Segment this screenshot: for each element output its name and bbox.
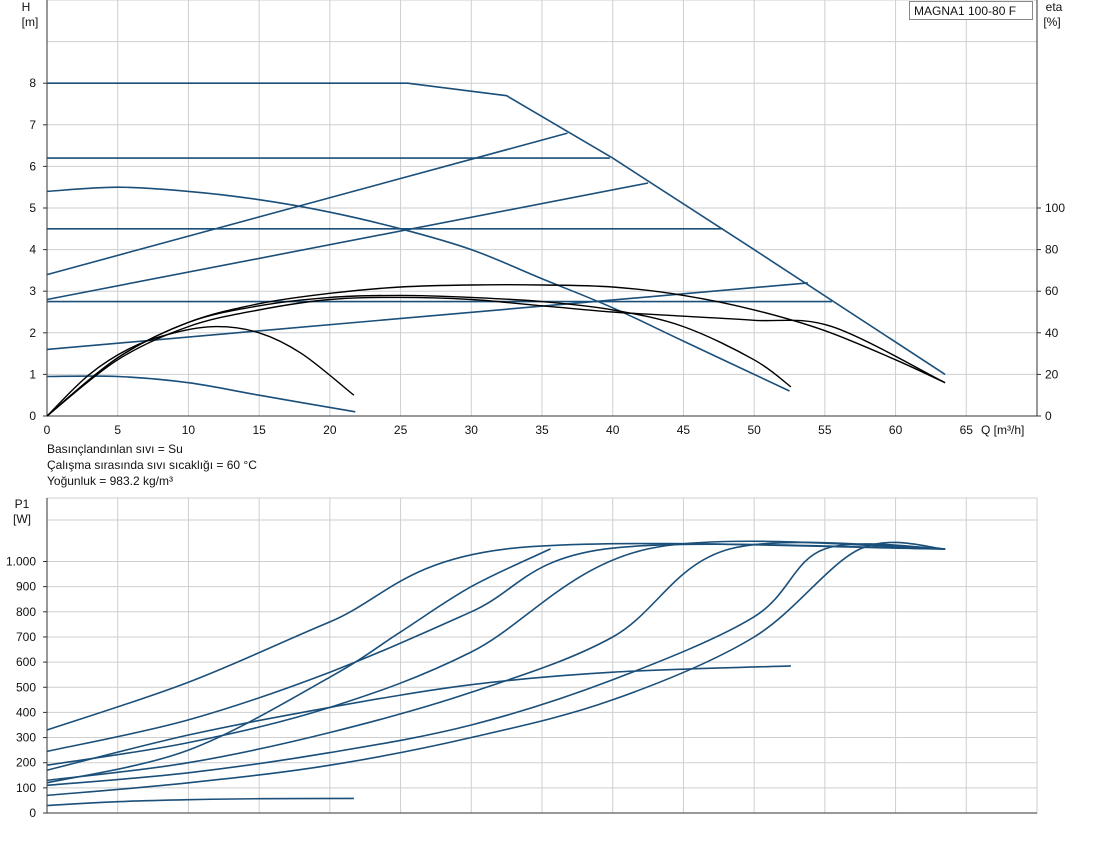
head-curve <box>47 82 946 376</box>
power-tick-label: 500 <box>16 680 36 694</box>
head-tick-label: 5 <box>29 201 36 215</box>
fluid-density-line: Yoğunluk = 983.2 kg/m³ <box>47 474 173 488</box>
power-tick-label: 0 <box>29 806 36 820</box>
eta-tick-label: 100 <box>1045 201 1065 215</box>
head-tick-label: 1 <box>29 367 36 381</box>
power-tick-label: 1.000 <box>6 555 36 569</box>
eta-tick-label: 20 <box>1045 367 1059 381</box>
model-name-label: MAGNA1 100-80 F <box>909 1 1033 20</box>
power-chart-ticks: 0 100 200 300 400 500 600 700 800 900 1.000 <box>6 555 47 820</box>
head-tick-label: 0 <box>29 409 36 423</box>
head-curve <box>46 282 808 351</box>
head-curve <box>46 182 649 301</box>
head-chart-series <box>46 82 946 417</box>
head-axis-label-unit: [m] <box>22 15 39 29</box>
power-tick-label: 700 <box>16 630 36 644</box>
flow-tick-label: 65 <box>960 423 974 437</box>
fluid-temperature-line: Çalışma sırasında sıvı sıcaklığı = 60 °C <box>47 458 257 472</box>
power-axis-label: P1 <box>15 497 30 511</box>
power-curve <box>46 548 551 784</box>
power-chart-grid <box>46 497 1038 814</box>
power-curve <box>46 543 946 753</box>
power-tick-label: 300 <box>16 731 36 745</box>
power-curve <box>46 797 354 807</box>
flow-tick-label: 20 <box>323 423 337 437</box>
power-chart-series <box>46 540 946 807</box>
flow-tick-label: 25 <box>394 423 408 437</box>
power-tick-label: 200 <box>16 756 36 770</box>
flow-tick-label: 35 <box>535 423 549 437</box>
flow-tick-label: 40 <box>606 423 620 437</box>
power-curve <box>46 541 946 797</box>
fluid-info-line: Basınçlandınlan sıvı = Su <box>47 442 183 456</box>
flow-axis-label: Q [m³/h] <box>981 423 1024 437</box>
eta-tick-label: 0 <box>1045 409 1052 423</box>
flow-tick-label: 5 <box>114 423 121 437</box>
head-tick-label: 4 <box>29 243 36 257</box>
head-tick-label: 7 <box>29 118 36 132</box>
head-axis-label-h: H <box>22 0 31 14</box>
flow-tick-label: 10 <box>182 423 196 437</box>
flow-tick-label: 0 <box>44 423 51 437</box>
power-tick-label: 900 <box>16 580 36 594</box>
head-tick-label: 8 <box>29 76 36 90</box>
eta-axis-label: eta <box>1046 0 1063 14</box>
power-tick-label: 800 <box>16 605 36 619</box>
power-tick-label: 100 <box>16 781 36 795</box>
power-tick-label: 400 <box>16 705 36 719</box>
power-tick-label: 600 <box>16 655 36 669</box>
eta-axis-label-unit: [%] <box>1043 15 1060 29</box>
head-tick-label: 2 <box>29 326 36 340</box>
power-axis-label-unit: [W] <box>13 512 31 526</box>
head-curve <box>46 186 790 392</box>
head-curve <box>46 375 356 413</box>
efficiency-curve <box>46 296 946 417</box>
power-curve <box>46 541 946 782</box>
flow-tick-label: 60 <box>889 423 903 437</box>
flow-tick-label: 45 <box>677 423 691 437</box>
flow-tick-label: 30 <box>465 423 479 437</box>
eta-tick-label: 40 <box>1045 326 1059 340</box>
head-curve <box>46 132 568 276</box>
flow-tick-label: 50 <box>747 423 761 437</box>
head-tick-label: 3 <box>29 284 36 298</box>
head-chart-ticks: 0 5 10 15 20 25 30 35 40 45 50 55 60 6501234567802040… <box>29 76 1065 437</box>
head-tick-label: 6 <box>29 159 36 173</box>
efficiency-curve <box>46 294 792 417</box>
power-curve <box>46 665 791 771</box>
flow-tick-label: 15 <box>252 423 266 437</box>
flow-tick-label: 55 <box>818 423 832 437</box>
eta-tick-label: 80 <box>1045 243 1059 257</box>
efficiency-curve <box>46 284 946 417</box>
efficiency-curve <box>46 325 355 417</box>
head-chart-grid <box>46 0 1038 417</box>
power-curve <box>46 540 946 766</box>
power-curve <box>46 543 946 787</box>
eta-tick-label: 60 <box>1045 284 1059 298</box>
